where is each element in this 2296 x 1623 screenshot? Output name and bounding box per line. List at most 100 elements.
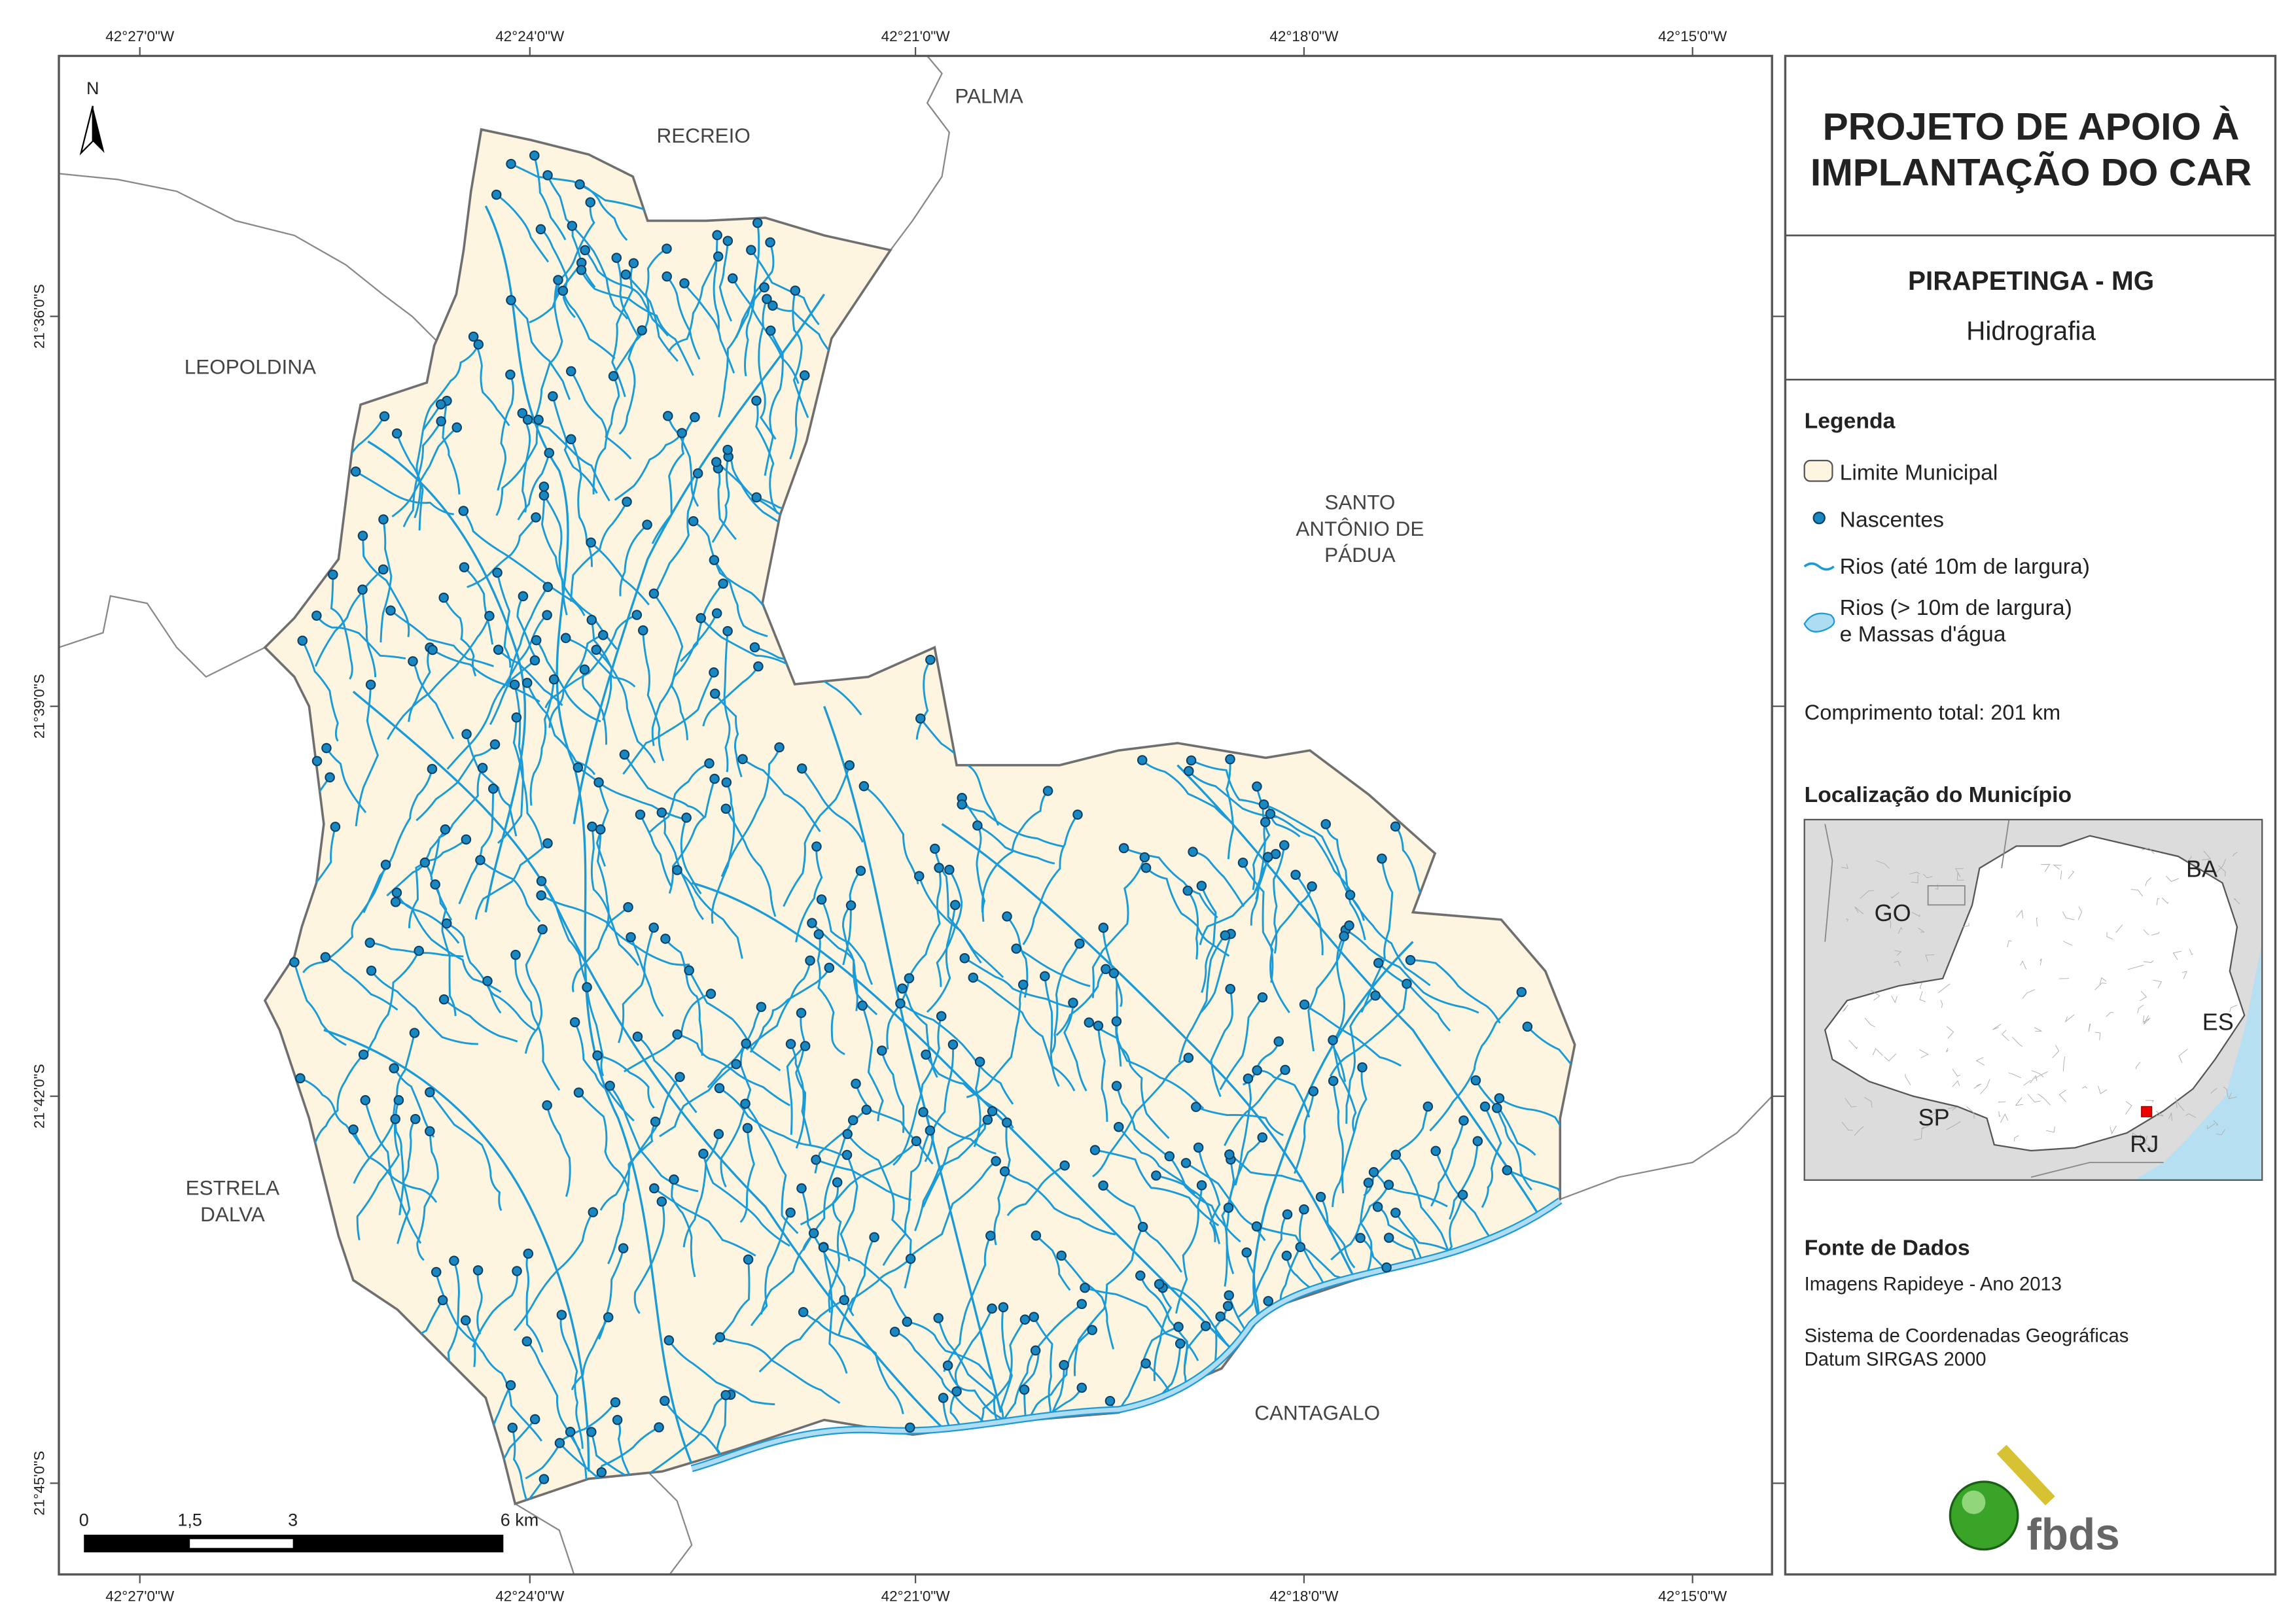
spring — [431, 1266, 442, 1278]
municipality-outline — [1975, 1056, 1985, 1066]
municipality-outline — [1962, 923, 1969, 928]
stream — [1430, 1120, 1465, 1207]
spring — [1019, 1314, 1031, 1325]
stream — [618, 927, 655, 1043]
longitude-label: 42°18'0"W — [1269, 28, 1339, 44]
stream — [795, 1013, 807, 1149]
spring — [325, 772, 335, 783]
stream — [472, 1270, 518, 1348]
spring — [722, 444, 733, 455]
spring — [505, 1380, 516, 1391]
spring — [720, 1389, 731, 1401]
spring — [711, 608, 722, 619]
municipality-outline — [2202, 850, 2212, 861]
spring — [858, 781, 870, 792]
stream — [713, 559, 768, 638]
stream — [355, 684, 380, 827]
municipality-outline — [2206, 1123, 2216, 1130]
stream — [915, 659, 932, 740]
spring — [473, 339, 484, 350]
boundary — [59, 595, 266, 678]
stream — [755, 400, 779, 514]
municipality-outline — [2161, 897, 2168, 904]
spring — [851, 1078, 861, 1089]
spring — [493, 644, 504, 655]
stream — [1330, 1184, 1390, 1261]
spring — [596, 1467, 607, 1478]
spring — [751, 492, 762, 503]
spring — [974, 1056, 985, 1067]
stream — [892, 1015, 943, 1166]
spring — [741, 1038, 751, 1049]
spring — [944, 864, 955, 875]
spring — [556, 1310, 567, 1320]
spring — [579, 664, 590, 675]
stream — [362, 535, 410, 637]
place-name: RECREIO — [656, 124, 750, 147]
municipality-outline — [2045, 1126, 2055, 1133]
spring — [816, 894, 827, 905]
stream — [595, 649, 656, 763]
spring — [548, 391, 558, 402]
spring — [855, 865, 866, 876]
theme: Hidrografia — [1966, 316, 2096, 346]
spring — [357, 531, 368, 541]
river — [484, 205, 693, 1465]
spring — [1402, 979, 1412, 989]
spring — [536, 890, 546, 901]
spring — [573, 1087, 584, 1098]
spring — [548, 674, 559, 685]
spring — [999, 1166, 1010, 1177]
spring — [811, 841, 822, 852]
spring — [553, 275, 563, 285]
spring — [921, 1049, 931, 1060]
municipality-outline — [1841, 1121, 1853, 1131]
spring — [740, 1098, 751, 1109]
spring — [1173, 1321, 1184, 1332]
spring — [542, 838, 553, 848]
spring — [1307, 881, 1317, 892]
river — [573, 293, 826, 824]
stream — [1153, 1283, 1173, 1382]
stream — [668, 1340, 775, 1406]
spring — [704, 758, 715, 769]
stream — [465, 733, 518, 837]
stream — [714, 693, 743, 778]
legend-swatch — [1803, 459, 1833, 482]
stream — [924, 1044, 955, 1162]
stream — [1496, 1108, 1533, 1191]
municipality-outline — [2094, 1032, 2101, 1041]
wide-river-fill — [691, 1198, 1562, 1471]
spring — [637, 625, 648, 636]
spring — [672, 865, 682, 875]
spring — [440, 824, 451, 835]
municipality-outline — [1980, 1079, 1990, 1094]
stream — [822, 1247, 848, 1374]
spring — [1405, 954, 1416, 966]
spring — [586, 537, 596, 548]
spring — [1263, 852, 1273, 862]
latitude-label: 21°36'0"S — [31, 284, 48, 349]
stream — [526, 1340, 581, 1452]
spring — [321, 742, 332, 754]
stream — [973, 1061, 981, 1147]
spring — [389, 1063, 399, 1073]
stream — [463, 567, 494, 645]
municipality-outline — [2062, 911, 2075, 920]
total-length: Comprimento total: 201 km — [1805, 700, 2060, 724]
stream — [1257, 1069, 1311, 1118]
spring — [1074, 938, 1085, 949]
spring — [506, 295, 516, 305]
spring — [1345, 890, 1356, 900]
municipality-outline — [2176, 1100, 2178, 1108]
stream — [1088, 1021, 1205, 1109]
spring — [1339, 931, 1349, 941]
stream — [786, 1045, 806, 1135]
spring — [380, 860, 391, 870]
stream — [582, 669, 607, 745]
spring — [1059, 1160, 1070, 1171]
municipality-outline — [1848, 1039, 1858, 1049]
stream — [458, 788, 495, 905]
stream — [496, 572, 512, 668]
spring — [841, 1149, 853, 1161]
